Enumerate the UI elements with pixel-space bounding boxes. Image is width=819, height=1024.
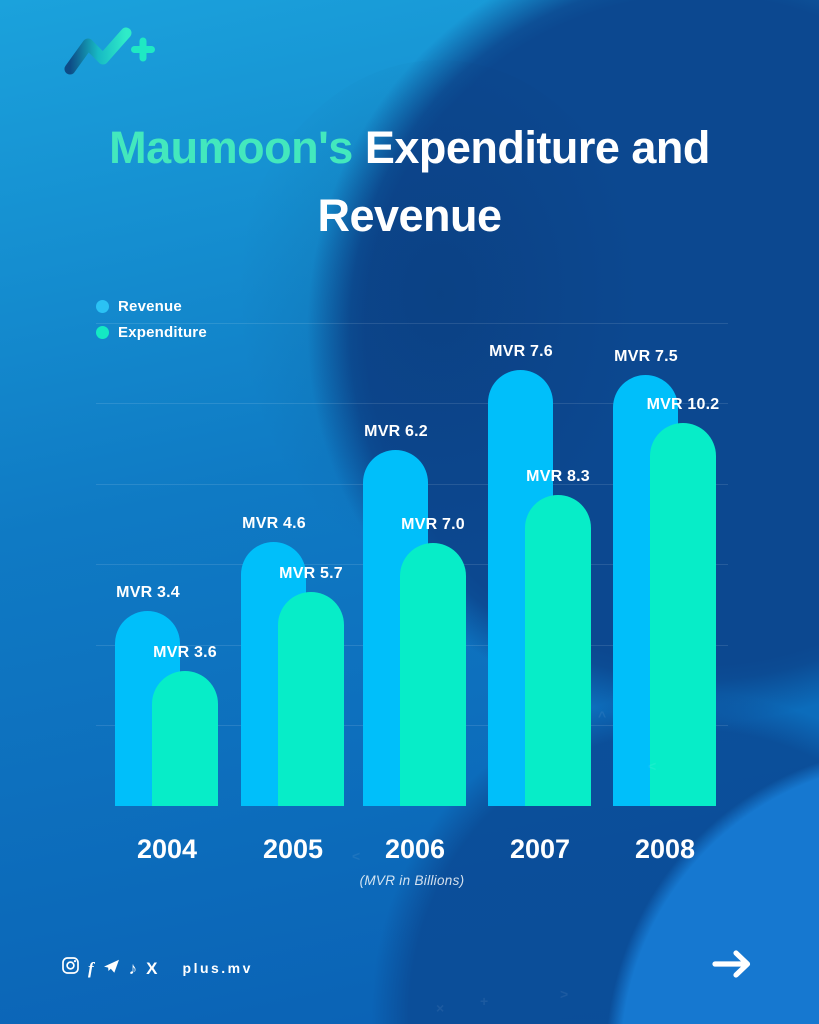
year-label-2007: 2007 — [509, 834, 571, 864]
expenditure-bar-2005 — [278, 592, 344, 806]
revenue-value-label-2006: MVR 6.2 — [364, 423, 428, 440]
year-label-2006: 2006 — [384, 834, 446, 864]
tiktok-icon[interactable]: ♪ — [128, 958, 138, 978]
legend-row-expenditure: Expenditure — [96, 319, 207, 345]
watermark-glyph: + — [480, 993, 489, 1009]
expenditure-bar-2004 — [152, 671, 218, 806]
title-line2: Revenue — [317, 190, 502, 241]
unit-note: (MVR in Billions) — [359, 873, 465, 888]
legend-row-revenue: Revenue — [96, 293, 207, 319]
expenditure-dot-icon — [96, 325, 109, 339]
watermark-glyph: × — [436, 1000, 445, 1016]
gridline — [96, 403, 728, 404]
gridline — [96, 323, 728, 324]
revenue-value-label-2004: MVR 3.4 — [116, 584, 180, 601]
site-label[interactable]: plus.mv — [182, 960, 253, 976]
telegram-icon[interactable] — [103, 958, 120, 979]
x-icon[interactable]: X — [146, 958, 158, 978]
plusmv-logo — [62, 26, 158, 83]
revenue-value-label-2007: MVR 7.6 — [489, 343, 553, 360]
expenditure-value-label-2004: MVR 3.6 — [153, 644, 217, 661]
year-label-2004: 2004 — [136, 834, 198, 864]
legend-label-expenditure: Expenditure — [118, 323, 207, 341]
revenue-value-label-2005: MVR 4.6 — [242, 515, 306, 532]
expenditure-value-label-2005: MVR 5.7 — [279, 565, 343, 582]
instagram-icon[interactable] — [62, 957, 79, 979]
title-highlight: Maumoon's — [109, 122, 353, 173]
watermark-glyph: ^ — [598, 708, 607, 724]
year-label-2008: 2008 — [634, 834, 696, 864]
expenditure-value-label-2008: MVR 10.2 — [646, 396, 720, 413]
poster-title: Maumoon's Expenditure and Revenue — [0, 114, 819, 250]
revenue-dot-icon — [96, 299, 109, 313]
chart-legend: Revenue Expenditure — [96, 293, 207, 345]
watermark-glyph: > — [560, 986, 569, 1002]
right-arrow-icon — [712, 950, 751, 978]
legend-label-revenue: Revenue — [118, 297, 182, 315]
next-arrow-button[interactable] — [710, 948, 756, 985]
year-label-2005: 2005 — [262, 834, 324, 864]
social-links-row: f ♪ X plus.mv — [62, 956, 253, 980]
expenditure-bar-2007 — [525, 495, 591, 806]
expenditure-bar-2006 — [400, 543, 466, 806]
revenue-value-label-2008: MVR 7.5 — [614, 348, 678, 365]
plusmv-logo-icon — [64, 27, 155, 75]
title-rest: Expenditure and — [352, 122, 711, 173]
expenditure-value-label-2007: MVR 8.3 — [526, 468, 590, 485]
facebook-icon[interactable]: f — [88, 958, 94, 978]
expenditure-value-label-2006: MVR 7.0 — [401, 516, 465, 533]
expenditure-bar-2008 — [650, 423, 716, 806]
